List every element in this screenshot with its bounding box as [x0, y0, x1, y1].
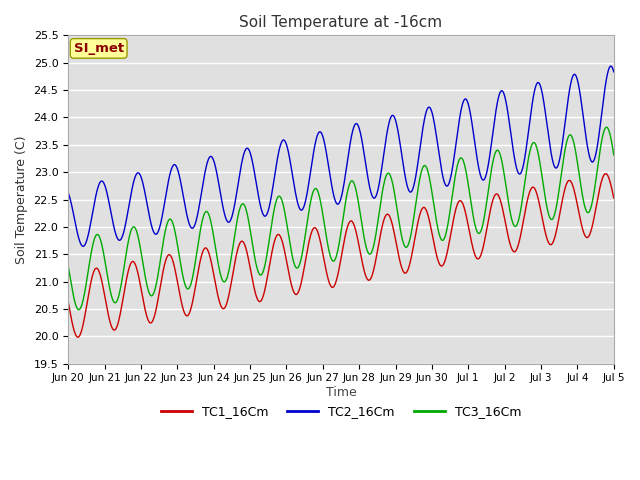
Legend: TC1_16Cm, TC2_16Cm, TC3_16Cm: TC1_16Cm, TC2_16Cm, TC3_16Cm: [156, 400, 526, 423]
Text: SI_met: SI_met: [74, 42, 124, 55]
Y-axis label: Soil Temperature (C): Soil Temperature (C): [15, 135, 28, 264]
Title: Soil Temperature at -16cm: Soil Temperature at -16cm: [239, 15, 442, 30]
X-axis label: Time: Time: [326, 386, 356, 399]
